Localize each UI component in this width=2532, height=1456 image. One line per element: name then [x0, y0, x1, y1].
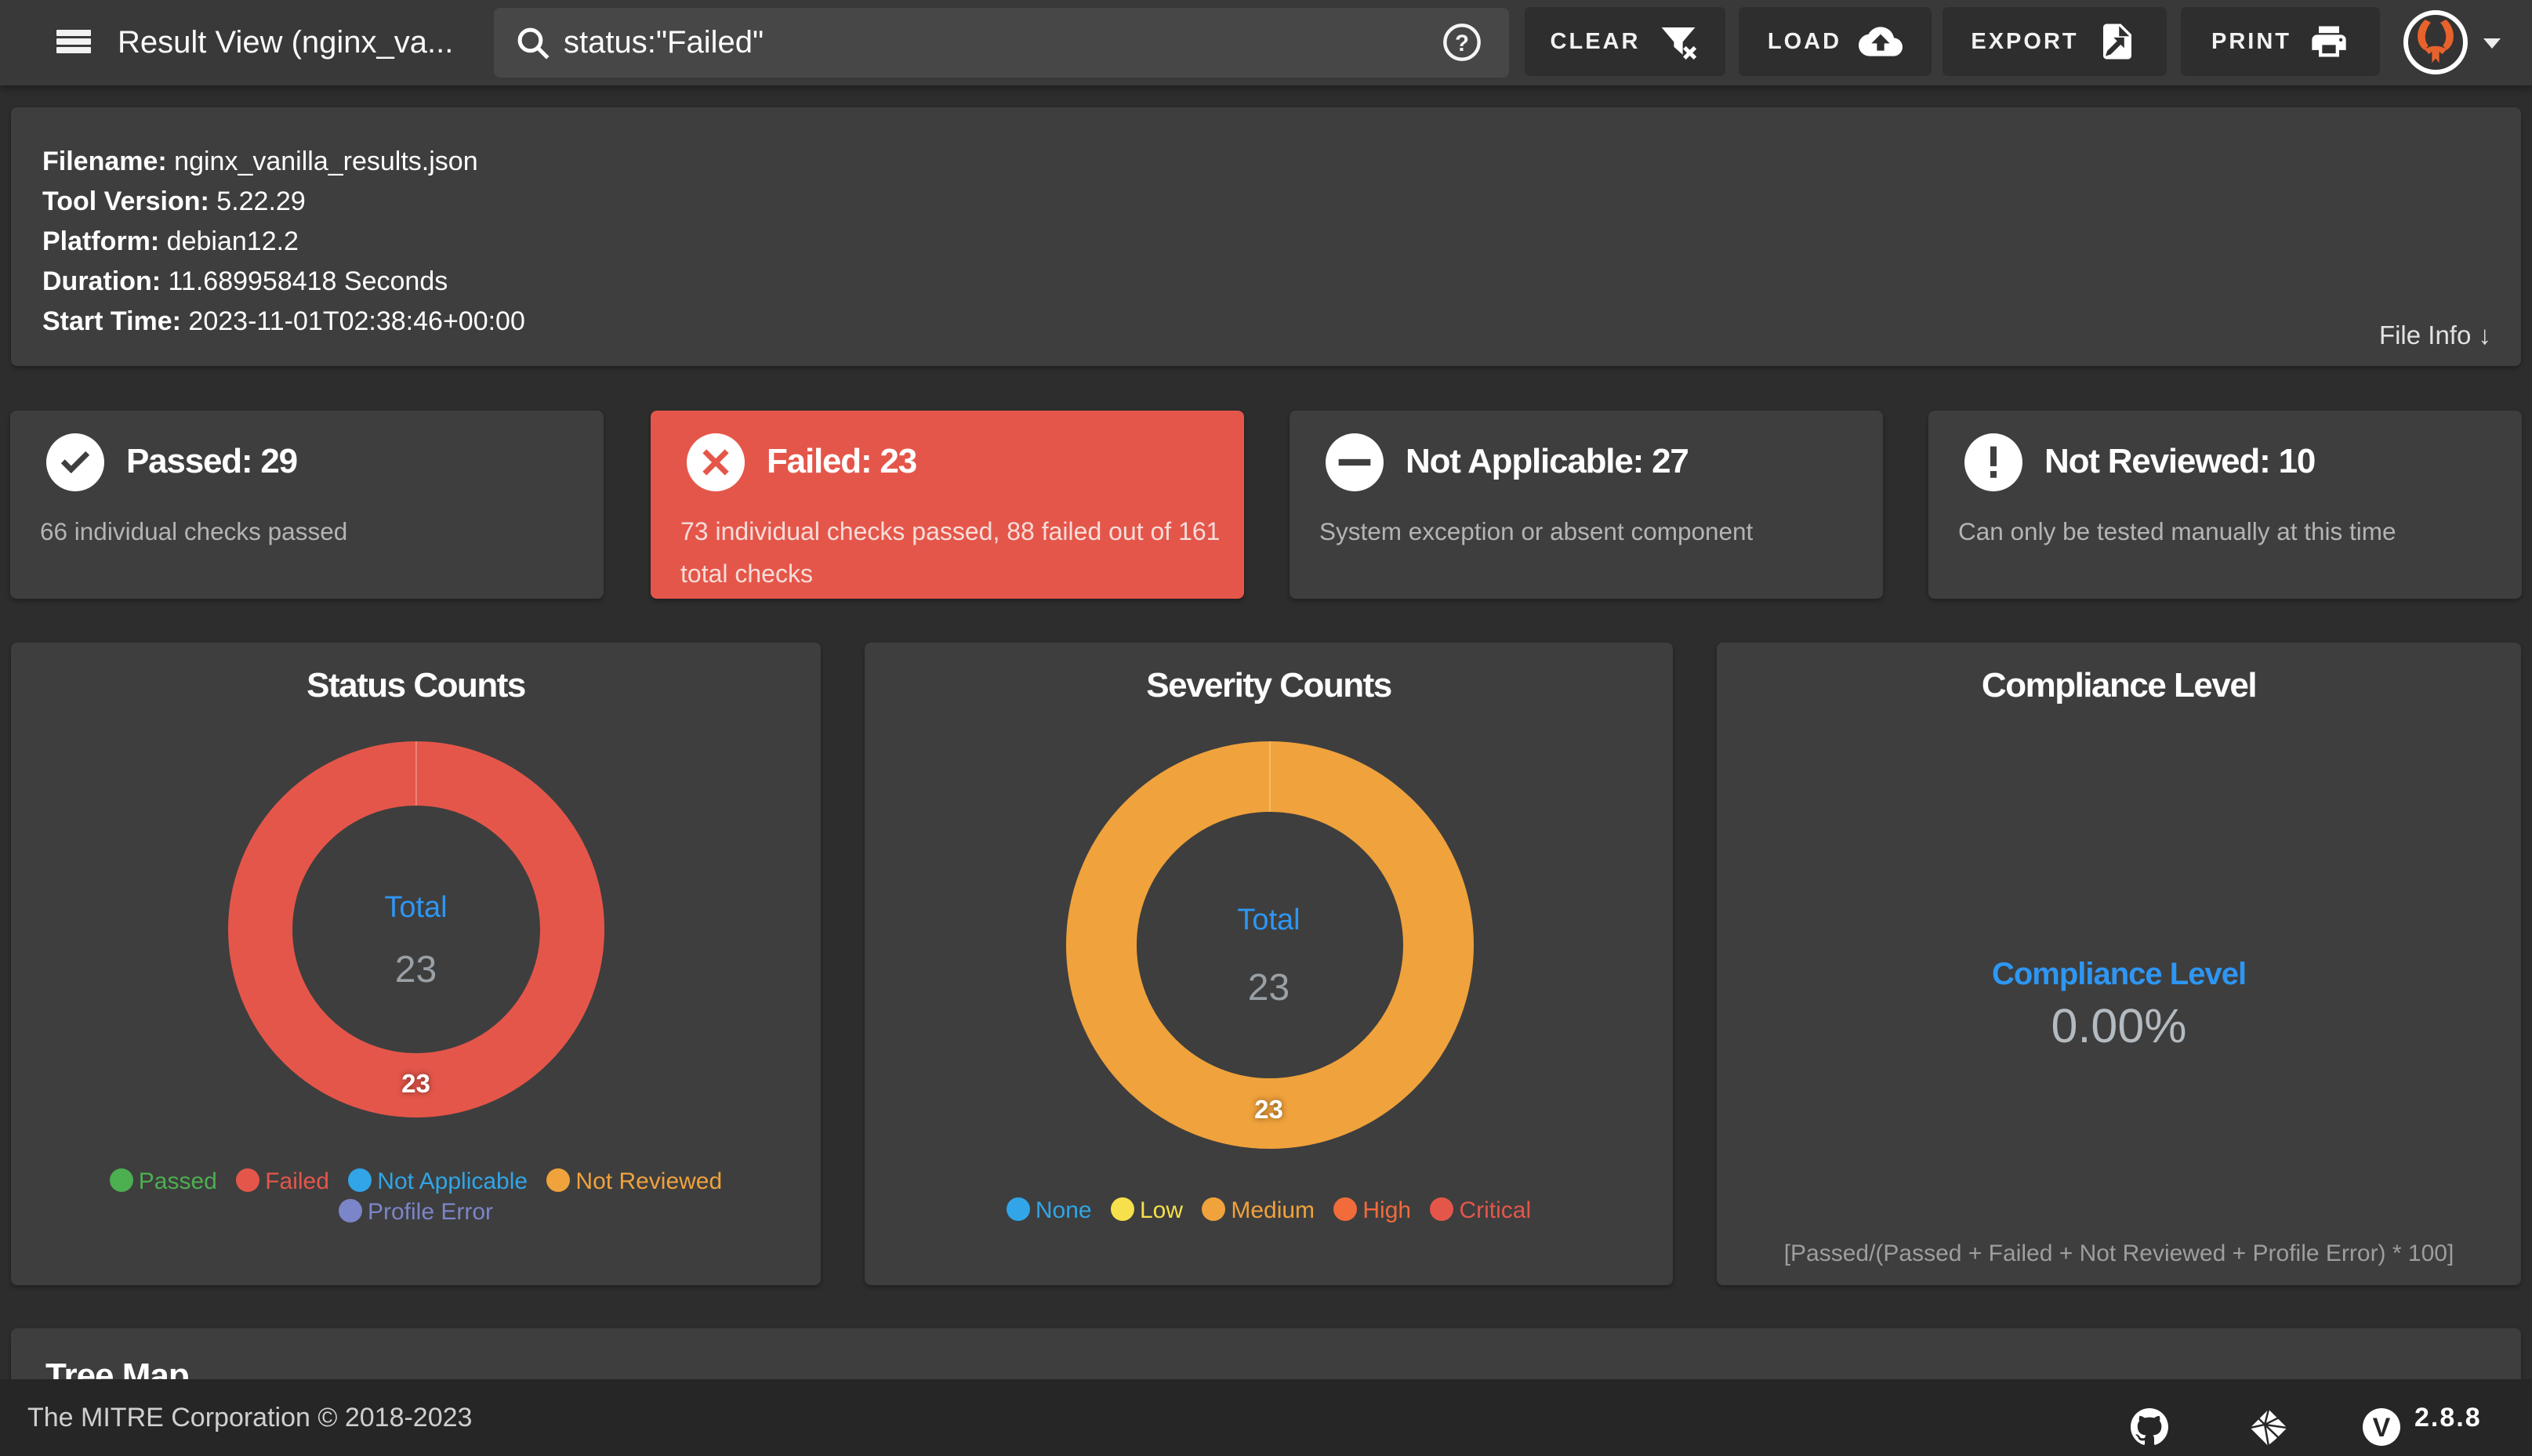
svg-text:V: V: [2373, 1413, 2391, 1443]
svg-text:?: ?: [1455, 31, 1469, 56]
